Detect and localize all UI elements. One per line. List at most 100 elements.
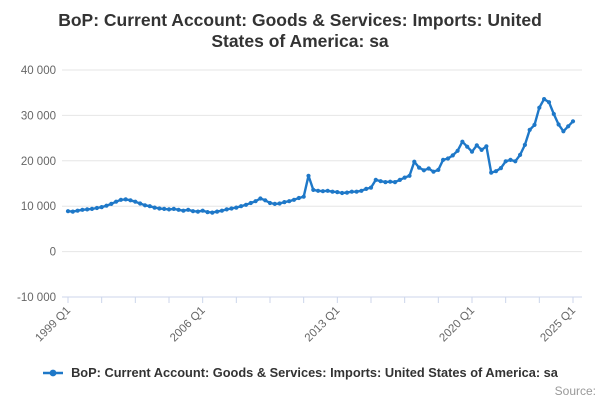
data-point bbox=[469, 149, 475, 154]
y-axis-tick-label: 30 000 bbox=[21, 110, 56, 122]
data-point bbox=[397, 177, 402, 182]
data-point bbox=[373, 177, 378, 182]
data-point bbox=[561, 129, 566, 134]
y-axis-tick-label: 10 000 bbox=[21, 201, 56, 213]
data-point bbox=[301, 194, 306, 199]
data-point bbox=[417, 165, 422, 170]
data-point bbox=[80, 207, 85, 212]
data-point bbox=[378, 179, 383, 184]
data-point bbox=[243, 202, 249, 207]
data-point bbox=[166, 207, 172, 212]
legend: BoP: Current Account: Goods & Services: … bbox=[0, 365, 600, 380]
data-point bbox=[421, 168, 426, 173]
line-chart: -10 000 0 10 000 20 000 30 000 40 000 1999 Q1 2… bbox=[17, 65, 582, 345]
data-point bbox=[460, 139, 465, 144]
data-point bbox=[359, 188, 364, 193]
y-axis-tick-label: 40 000 bbox=[21, 65, 56, 77]
data-point bbox=[287, 199, 292, 204]
source-label: Source: bbox=[554, 384, 596, 398]
data-point bbox=[445, 156, 451, 161]
data-point bbox=[114, 199, 119, 204]
data-point bbox=[570, 119, 576, 124]
data-point bbox=[556, 122, 561, 127]
data-point bbox=[364, 186, 369, 191]
y-axis-tick-label: 20 000 bbox=[21, 156, 56, 168]
data-point bbox=[142, 203, 148, 208]
data-point bbox=[522, 142, 528, 147]
legend-series-marker-icon[interactable] bbox=[42, 367, 64, 379]
data-point bbox=[248, 200, 253, 206]
data-point bbox=[450, 153, 455, 158]
data-point bbox=[546, 100, 552, 105]
data-point bbox=[234, 205, 239, 210]
data-point bbox=[465, 144, 470, 149]
data-point bbox=[85, 207, 90, 212]
data-point bbox=[65, 209, 71, 214]
data-point bbox=[258, 196, 263, 201]
data-point bbox=[392, 180, 398, 185]
data-point bbox=[296, 195, 301, 201]
data-point bbox=[190, 209, 196, 214]
data-point bbox=[311, 187, 316, 192]
data-point bbox=[498, 166, 503, 171]
data-series-line bbox=[67, 97, 574, 214]
x-axis-tick-label: 2025 Q1 bbox=[538, 305, 578, 345]
data-point bbox=[344, 190, 350, 195]
data-point bbox=[282, 200, 287, 205]
data-point bbox=[479, 147, 484, 152]
y-axis-tick-label: -10 000 bbox=[17, 292, 56, 304]
data-point bbox=[325, 188, 330, 193]
data-point bbox=[70, 209, 75, 214]
data-point bbox=[128, 198, 133, 203]
data-point bbox=[455, 148, 460, 153]
data-point bbox=[503, 159, 508, 164]
data-point bbox=[316, 188, 321, 193]
data-point bbox=[75, 208, 80, 213]
data-point bbox=[493, 169, 499, 174]
data-point bbox=[551, 111, 556, 117]
data-point bbox=[263, 198, 268, 203]
data-point bbox=[320, 189, 325, 194]
data-point bbox=[426, 166, 431, 171]
data-point bbox=[195, 209, 200, 214]
data-point bbox=[94, 205, 99, 211]
data-point bbox=[513, 159, 518, 164]
data-point bbox=[436, 167, 441, 172]
data-point bbox=[532, 122, 537, 127]
data-point bbox=[330, 189, 335, 194]
data-point bbox=[508, 157, 513, 162]
data-point bbox=[412, 159, 417, 164]
data-point bbox=[566, 124, 571, 129]
data-point bbox=[181, 208, 186, 213]
data-point bbox=[518, 152, 523, 157]
data-point bbox=[291, 197, 297, 202]
data-point bbox=[118, 197, 123, 202]
data-point bbox=[99, 205, 104, 210]
data-point bbox=[349, 189, 354, 194]
data-point bbox=[368, 185, 374, 190]
data-point bbox=[157, 206, 162, 211]
data-point bbox=[335, 190, 340, 195]
data-point bbox=[253, 199, 258, 204]
data-point bbox=[205, 210, 210, 215]
data-point bbox=[200, 208, 205, 213]
data-point bbox=[152, 205, 157, 210]
x-axis-tick-label: 2013 Q1 bbox=[303, 305, 343, 345]
chart-title: BoP: Current Account: Goods & Services: … bbox=[58, 10, 542, 52]
data-point bbox=[272, 201, 277, 206]
data-point bbox=[176, 207, 181, 212]
data-point bbox=[89, 206, 95, 211]
data-point bbox=[123, 197, 128, 202]
data-point bbox=[219, 208, 224, 213]
data-point bbox=[340, 190, 345, 196]
data-point bbox=[215, 209, 220, 214]
data-point bbox=[474, 143, 479, 148]
data-point bbox=[431, 169, 436, 174]
data-point bbox=[402, 175, 407, 180]
data-point bbox=[542, 97, 547, 102]
legend-series-label[interactable]: BoP: Current Account: Goods & Services: … bbox=[71, 365, 558, 380]
data-point bbox=[229, 206, 234, 211]
data-point bbox=[239, 204, 244, 209]
data-point bbox=[489, 170, 494, 175]
